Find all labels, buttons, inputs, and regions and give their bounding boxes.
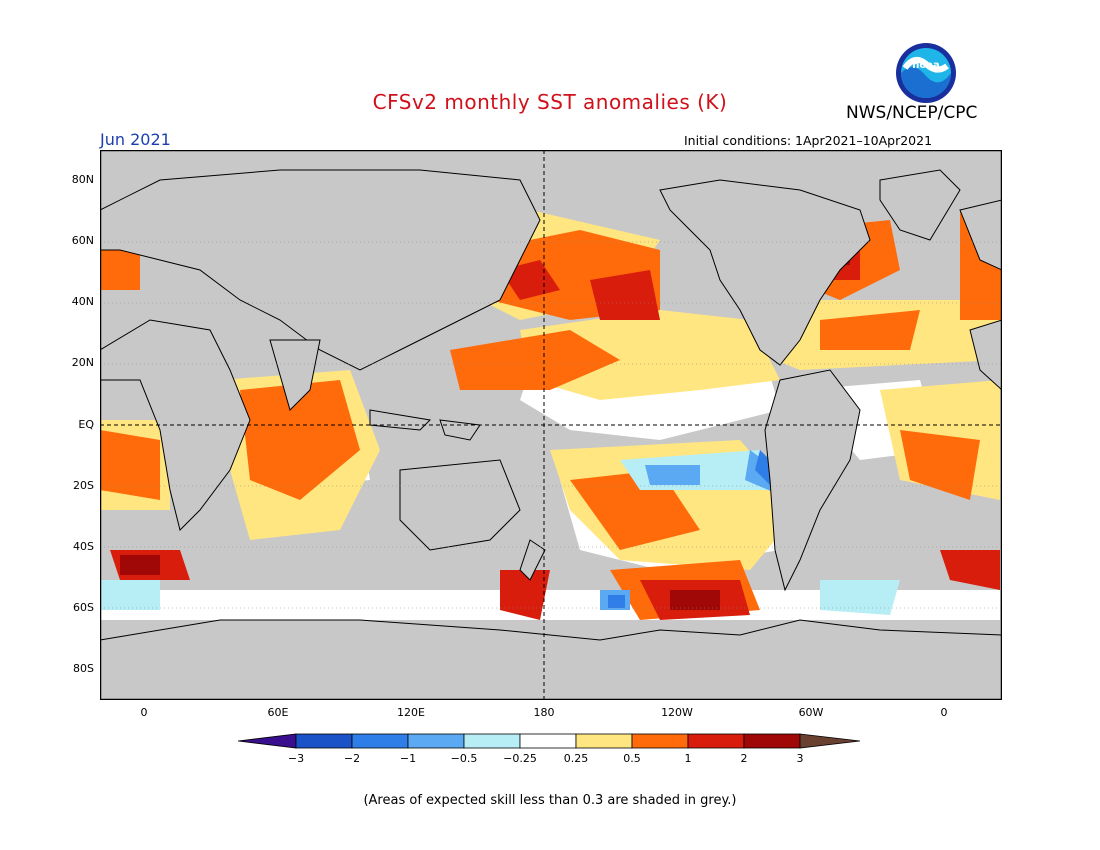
colorbar-segment bbox=[238, 733, 297, 749]
skill-note: (Areas of expected skill less than 0.3 a… bbox=[363, 793, 737, 808]
lon-label: 60W bbox=[798, 706, 824, 719]
colorbar-tick: 2 bbox=[740, 752, 748, 765]
colorbar-tick: −0.25 bbox=[503, 752, 537, 765]
lat-label: 20S bbox=[73, 479, 94, 492]
colorbar-segment bbox=[407, 733, 465, 749]
colorbar-segment bbox=[351, 733, 409, 749]
colorbar-segment bbox=[295, 733, 353, 749]
lon-label: 0 bbox=[140, 706, 148, 719]
lon-label: 180 bbox=[533, 706, 555, 719]
map-title: CFSv2 monthly SST anomalies (K) bbox=[372, 90, 728, 114]
colorbar-tick: 0.25 bbox=[563, 752, 589, 765]
colorbar-tick: −0.5 bbox=[450, 752, 478, 765]
colorbar-tick: 0.5 bbox=[623, 752, 641, 765]
colorbar-tick: 1 bbox=[684, 752, 692, 765]
lon-label: 60E bbox=[267, 706, 289, 719]
lon-label: 120W bbox=[661, 706, 693, 719]
lat-label: 20N bbox=[71, 356, 94, 369]
colorbar-tick: −2 bbox=[343, 752, 361, 765]
lat-label: 40N bbox=[71, 295, 94, 308]
lat-label: EQ bbox=[78, 418, 94, 431]
colorbar-segment bbox=[687, 733, 745, 749]
sst-anomaly-map bbox=[100, 150, 1002, 700]
colorbar-segment bbox=[799, 733, 861, 749]
colorbar-segment bbox=[631, 733, 689, 749]
lat-label: 60S bbox=[73, 601, 94, 614]
map-frame bbox=[100, 150, 1002, 700]
colorbar-segment bbox=[743, 733, 801, 749]
agency-label: NWS/NCEP/CPC bbox=[846, 103, 978, 123]
colorbar-segment bbox=[519, 733, 577, 749]
initial-conditions: Initial conditions: 1Apr2021–10Apr2021 bbox=[684, 133, 933, 148]
lat-label: 40S bbox=[73, 540, 94, 553]
noaa-logo: noaa bbox=[895, 42, 957, 104]
svg-text:noaa: noaa bbox=[912, 60, 940, 71]
lon-label: 120E bbox=[397, 706, 425, 719]
colorbar-segment bbox=[575, 733, 633, 749]
colorbar-tick: −1 bbox=[399, 752, 417, 765]
lat-label: 80S bbox=[73, 662, 94, 675]
colorbar bbox=[238, 733, 861, 749]
lat-label: 80N bbox=[71, 173, 94, 186]
forecast-month: Jun 2021 bbox=[100, 130, 171, 149]
colorbar-tick: 3 bbox=[796, 752, 804, 765]
lon-label: 0 bbox=[940, 706, 948, 719]
colorbar-tick: −3 bbox=[287, 752, 305, 765]
colorbar-segment bbox=[463, 733, 521, 749]
lat-label: 60N bbox=[71, 234, 94, 247]
